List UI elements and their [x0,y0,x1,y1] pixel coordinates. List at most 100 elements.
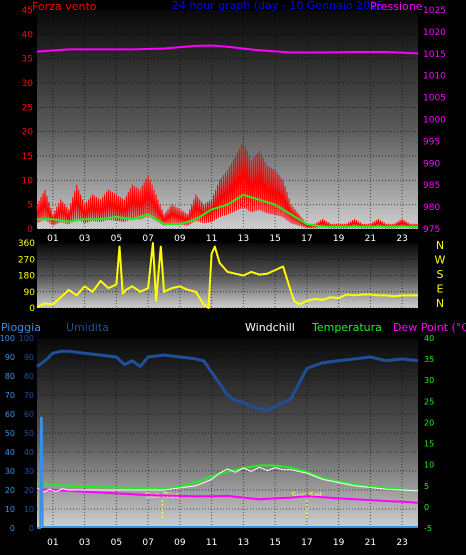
direction-tick-label: 270 [18,255,35,265]
x-tick-label: 15 [269,538,280,548]
cardinal-label: W [435,254,446,267]
rain-tick-label: 20 [5,486,15,495]
temperature-legend: Temperatura [311,321,382,334]
wind-tick-label: 15 [22,152,33,162]
pressure-tick-label: 1010 [423,72,446,82]
x-tick-label: 23 [396,234,407,244]
x-tick-label: 09 [174,234,186,244]
temp-humidity-series [36,349,419,529]
humidity-tick-label: 70 [24,391,34,400]
x-tick-label: 05 [111,538,122,548]
humidity-tick-label: 20 [24,486,34,495]
x-tick-label: 15 [269,234,280,244]
series-direction [36,242,418,309]
temperature-tick-label: 40 [424,334,434,343]
wind-direction-axis-ticks: 0 90 180 270 360 [18,239,35,314]
x-tick-label: 01 [47,234,58,244]
rain-axis-label: Pioggia [1,321,41,334]
chart-title: 24 hour graph (day - 10 Gennaio 2015 [172,0,384,12]
humidity-tick-label: 10 [24,505,34,514]
temp-humidity-x-ticks: 01 03 05 07 09 11 13 15 17 19 21 23 [47,538,408,548]
humidity-tick-label: 90 [24,353,34,362]
x-tick-label: 05 [111,234,122,244]
rain-tick-label: 70 [5,391,15,400]
pressure-axis-ticks: 975 980 985 990 995 1000 1005 1010 1015 1020 1025 [423,6,446,235]
temperature-axis-ticks: -5 0 5 10 15 20 25 30 35 40 [424,334,434,533]
humidity-axis-ticks: 0 0 10 10 20 20 30 30 40 40 50 50 60 60 70 70 80 80 90 90 10… [0,334,34,533]
direction-tick-label: 90 [24,288,36,298]
rain-tick-label: 90 [5,353,15,362]
x-tick-label: 09 [174,538,186,548]
humidity-tick-label: 100 [19,334,34,343]
x-tick-label: 17 [301,234,312,244]
cardinal-label: S [437,268,444,281]
pressure-tick-label: 1005 [423,94,446,104]
wind-direction-series [36,242,418,309]
x-tick-label: 21 [365,538,376,548]
rain-tick-label: 50 [5,429,15,438]
x-tick-label: 11 [206,538,217,548]
wind-axis-ticks: 0 5 10 15 20 25 30 35 40 45 [22,6,34,235]
wind-pressure-grid [37,9,418,230]
pressure-tick-label: 975 [423,225,440,235]
wind-pressure-x-ticks: 01 03 05 07 09 11 13 15 17 19 21 23 [47,234,408,244]
wind-axis-label: Forza vento [32,0,97,13]
temperature-tick-label: 30 [424,376,434,385]
x-tick-label: 13 [238,234,249,244]
dewpoint-legend: Dew Point (°C) [393,321,466,334]
temperature-tick-label: 0 [424,503,429,512]
x-tick-label: 21 [365,234,376,244]
series-windchill [36,466,419,493]
x-tick-label: 17 [301,538,312,548]
wind-tick-label: 0 [27,225,33,235]
x-tick-label: 11 [206,234,217,244]
wind-tick-label: 25 [22,103,33,113]
x-tick-label: 01 [47,538,58,548]
pressure-tick-label: 995 [423,137,440,147]
wind-pressure-series [36,44,419,229]
series-pioggia [37,416,418,529]
series-wind [36,140,419,229]
humidity-tick-label: 40 [24,448,34,457]
x-tick-label: 03 [79,234,90,244]
x-tick-label: 23 [396,538,407,548]
x-tick-label: 13 [238,538,249,548]
cardinal-label: N [436,239,444,252]
wind-tick-label: 30 [22,79,34,89]
cardinal-label: E [437,283,444,296]
direction-tick-label: 360 [18,239,35,249]
wind-tick-label: 20 [22,128,34,138]
series-gust [37,193,418,228]
direction-tick-label: 0 [29,304,35,314]
direction-tick-label: 180 [18,272,35,282]
x-tick-label: 19 [333,234,345,244]
cardinal-label: N [436,297,444,310]
pressure-tick-label: 990 [423,159,440,169]
wind-tick-label: 10 [22,176,34,186]
rain-tick-label: 100 [0,334,15,343]
humidity-tick-label: 30 [24,467,34,476]
pressure-tick-label: 985 [423,181,440,191]
rain-tick-label: 60 [5,410,15,419]
temperature-tick-label: 35 [424,355,434,364]
series-dew-point [36,488,419,504]
wind-tick-label: 45 [22,6,33,16]
temperature-tick-label: 10 [424,461,434,470]
wind-tick-label: 35 [22,55,33,65]
x-tick-label: 03 [79,538,90,548]
rain-tick-label: 10 [5,505,15,514]
humidity-tick-label: 0 [29,524,34,533]
pressure-tick-label: 980 [423,203,440,213]
rain-tick-label: 30 [5,467,15,476]
series-umidita [36,349,419,412]
wind-direction-grid [37,242,418,309]
series-pressure [36,44,419,55]
x-tick-label: 19 [333,538,345,548]
humidity-tick-label: 80 [24,372,34,381]
temperature-tick-label: 15 [424,440,434,449]
pressure-tick-label: 1015 [423,50,446,60]
pressure-axis-label: Pressione [370,0,423,13]
rain-tick-label: 80 [5,372,15,381]
